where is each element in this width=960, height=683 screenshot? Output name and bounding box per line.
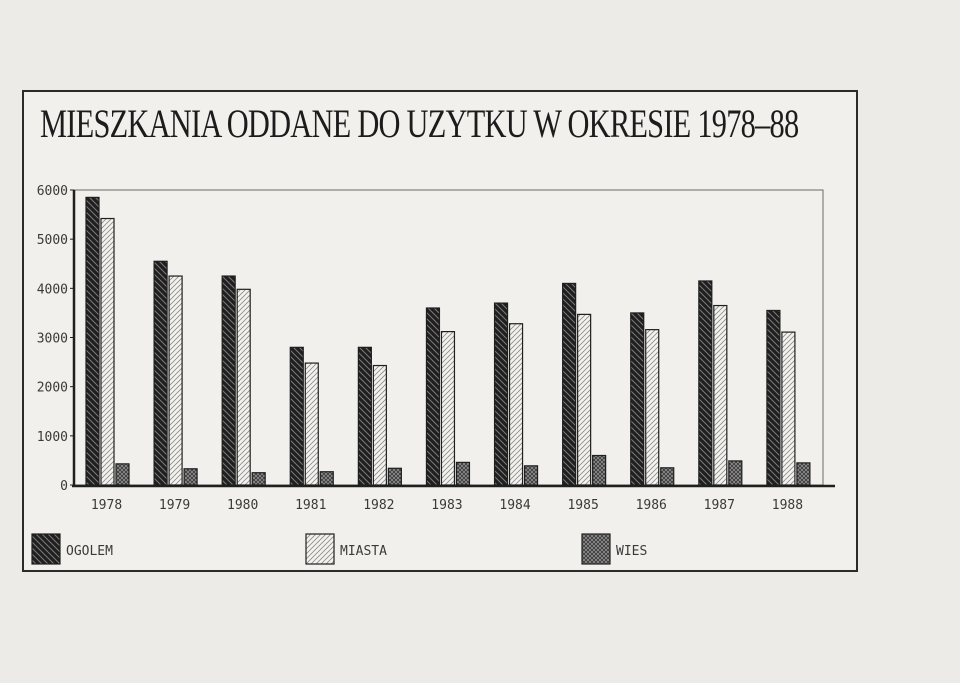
x-tick-label: 1987 <box>704 498 735 513</box>
x-tick-label: 1982 <box>363 498 394 513</box>
bar-ogolem-1986 <box>630 312 645 486</box>
bar-wies-1981 <box>319 471 334 486</box>
bar-wies-1988 <box>796 462 811 486</box>
bar-wies-1986 <box>660 467 675 486</box>
bar-miasta-1981 <box>304 362 319 486</box>
bar-ogolem-1983 <box>425 307 441 486</box>
bar-miasta-1980 <box>236 288 251 486</box>
bar-wies-1987 <box>728 460 743 486</box>
bar-ogolem-1980 <box>221 275 236 486</box>
bar-miasta-1987 <box>713 304 728 486</box>
y-tick-label: 2000 <box>37 381 68 396</box>
legend-label: OGOLEM <box>66 544 113 559</box>
y-tick-label: 6000 <box>37 184 68 199</box>
bar-miasta-1983 <box>440 331 456 486</box>
x-tick-label: 1981 <box>295 498 326 513</box>
bar-wies-1982 <box>387 467 402 486</box>
x-tick-label: 1983 <box>431 498 462 513</box>
legend-label: MIASTA <box>340 544 387 559</box>
x-tick-label: 1980 <box>227 498 258 513</box>
y-axis: 0 1000 2000 3000 4000 5000 6000 <box>37 184 74 494</box>
bar-wies-1985 <box>592 454 607 486</box>
bar-wies-1980 <box>251 472 266 486</box>
bar-ogolem-1984 <box>493 302 509 486</box>
bar-ogolem-1987 <box>698 280 713 486</box>
legend-item-ogolem: OGOLEM <box>31 533 113 565</box>
bar-wies-1979 <box>183 468 198 486</box>
bar-ogolem-1985 <box>562 282 577 486</box>
x-tick-label: 1988 <box>772 498 803 513</box>
y-tick-label: 1000 <box>37 430 68 445</box>
x-tick-label: 1985 <box>567 498 598 513</box>
bar-ogolem-1982 <box>357 346 372 486</box>
x-tick-label: 1978 <box>91 498 122 513</box>
x-tick-label: 1984 <box>499 498 530 513</box>
x-axis: 1978 1979 1980 1981 1982 1983 1984 1985 1986 1987… <box>91 498 803 513</box>
bar-miasta-1978 <box>100 217 115 486</box>
y-tick-label: 0 <box>60 479 68 494</box>
bar-miasta-1988 <box>781 331 796 486</box>
bar-miasta-1982 <box>372 364 387 486</box>
bar-miasta-1979 <box>168 275 183 486</box>
legend-swatch <box>305 533 335 565</box>
x-tick-label: 1986 <box>636 498 667 513</box>
bar-wies-1984 <box>523 465 539 486</box>
legend: OGOLEM MIASTA WIES <box>31 533 647 565</box>
legend-label: WIES <box>616 544 647 559</box>
bar-miasta-1984 <box>508 323 524 486</box>
legend-item-miasta: MIASTA <box>305 533 387 565</box>
legend-swatch <box>581 533 611 565</box>
legend-item-wies: WIES <box>581 533 647 565</box>
bars <box>85 196 811 486</box>
bar-ogolem-1978 <box>85 196 100 486</box>
bar-wies-1983 <box>455 461 471 486</box>
y-tick-label: 4000 <box>37 282 68 297</box>
x-tick-label: 1979 <box>159 498 190 513</box>
bar-ogolem-1988 <box>766 309 781 486</box>
bar-miasta-1985 <box>577 313 592 486</box>
bar-miasta-1986 <box>645 329 660 486</box>
bar-ogolem-1981 <box>289 346 304 486</box>
bar-wies-1978 <box>115 463 130 486</box>
bar-ogolem-1979 <box>153 260 168 486</box>
y-tick-label: 3000 <box>37 332 68 347</box>
y-tick-label: 5000 <box>37 233 68 248</box>
legend-swatch <box>31 533 61 565</box>
